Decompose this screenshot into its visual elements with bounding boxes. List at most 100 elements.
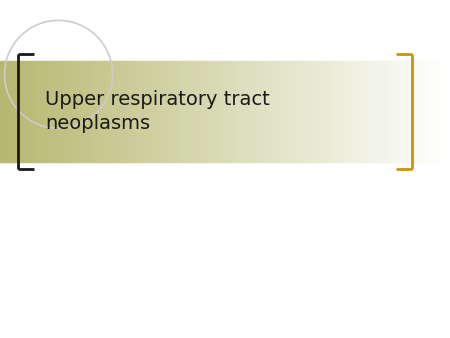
Bar [411, 61, 413, 162]
Bar [405, 61, 406, 162]
Bar [280, 61, 282, 162]
Bar [379, 61, 381, 162]
Bar [55, 61, 57, 162]
Bar [98, 61, 99, 162]
Bar [273, 61, 274, 162]
Bar [248, 61, 249, 162]
Bar [402, 61, 404, 162]
Bar [60, 61, 62, 162]
Bar [330, 61, 332, 162]
Bar [428, 61, 429, 162]
Bar [423, 61, 424, 162]
Bar [279, 61, 280, 162]
Bar [107, 61, 108, 162]
Bar [165, 61, 166, 162]
Bar [415, 61, 417, 162]
Bar [171, 61, 172, 162]
Bar [222, 61, 224, 162]
Bar [58, 61, 60, 162]
Bar [296, 61, 297, 162]
Bar [10, 61, 12, 162]
Bar [207, 61, 208, 162]
Bar [324, 61, 325, 162]
Bar [132, 61, 134, 162]
Bar [73, 61, 75, 162]
Bar [80, 61, 81, 162]
Bar [78, 61, 80, 162]
Bar [327, 61, 328, 162]
Bar [359, 61, 360, 162]
Bar [104, 61, 105, 162]
Bar [35, 61, 36, 162]
Bar [369, 61, 370, 162]
Bar [186, 61, 188, 162]
Bar [298, 61, 300, 162]
Bar [339, 61, 341, 162]
Bar [69, 61, 71, 162]
Bar [226, 61, 228, 162]
Bar [269, 61, 270, 162]
Bar [127, 61, 129, 162]
Bar [224, 61, 225, 162]
Bar [46, 61, 48, 162]
Bar [396, 61, 397, 162]
Bar [111, 61, 112, 162]
Bar [220, 61, 222, 162]
Bar [256, 61, 258, 162]
Bar [400, 61, 402, 162]
Bar [231, 61, 233, 162]
Bar [210, 61, 211, 162]
Bar [270, 61, 271, 162]
Bar [307, 61, 309, 162]
Bar [309, 61, 310, 162]
Bar [21, 61, 22, 162]
Bar [424, 61, 426, 162]
Bar [375, 61, 377, 162]
Bar [15, 61, 17, 162]
Bar [361, 61, 363, 162]
Bar [264, 61, 266, 162]
Bar [82, 61, 84, 162]
Bar [350, 61, 351, 162]
Bar [39, 61, 40, 162]
Bar [197, 61, 198, 162]
Bar [192, 61, 194, 162]
Bar [32, 61, 33, 162]
Bar [194, 61, 195, 162]
Bar [318, 61, 320, 162]
Bar [387, 61, 388, 162]
Bar [8, 61, 9, 162]
Bar [213, 61, 215, 162]
Bar [150, 61, 152, 162]
Bar [199, 61, 201, 162]
Bar [112, 61, 114, 162]
Bar [84, 61, 86, 162]
Bar [429, 61, 431, 162]
Bar [404, 61, 405, 162]
Bar [90, 61, 91, 162]
Bar [102, 61, 104, 162]
Bar [44, 61, 45, 162]
Bar [136, 61, 138, 162]
Bar [159, 61, 161, 162]
Bar [410, 61, 411, 162]
Bar [51, 61, 53, 162]
Bar [125, 61, 126, 162]
Bar [441, 61, 442, 162]
Bar [348, 61, 350, 162]
Bar [62, 61, 63, 162]
Bar [22, 61, 24, 162]
Bar [54, 61, 55, 162]
Bar [24, 61, 26, 162]
Bar [291, 61, 293, 162]
Bar [442, 61, 444, 162]
Bar [17, 61, 18, 162]
Bar [180, 61, 181, 162]
Bar [53, 61, 54, 162]
Bar [64, 61, 66, 162]
Bar [4, 61, 6, 162]
Bar [422, 61, 423, 162]
Bar [208, 61, 210, 162]
Bar [363, 61, 365, 162]
Bar [75, 61, 76, 162]
